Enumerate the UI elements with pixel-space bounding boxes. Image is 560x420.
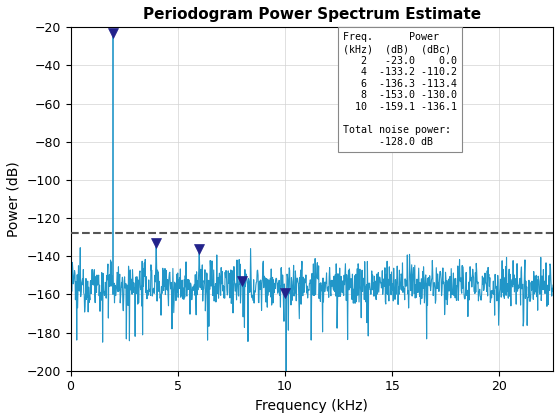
Title: Periodogram Power Spectrum Estimate: Periodogram Power Spectrum Estimate	[143, 7, 481, 22]
Text: Freq.      Power
(kHz)  (dB)  (dBc)
   2   -23.0    0.0
   4  -133.2 -110.2
   6: Freq. Power (kHz) (dB) (dBc) 2 -23.0 0.0…	[343, 32, 457, 147]
X-axis label: Frequency (kHz): Frequency (kHz)	[255, 399, 368, 413]
Y-axis label: Power (dB): Power (dB)	[7, 161, 21, 237]
